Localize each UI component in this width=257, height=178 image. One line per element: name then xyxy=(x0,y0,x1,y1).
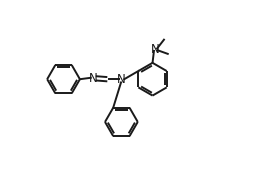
Text: N: N xyxy=(151,43,160,56)
Text: N: N xyxy=(117,73,126,86)
Text: N: N xyxy=(88,72,97,85)
